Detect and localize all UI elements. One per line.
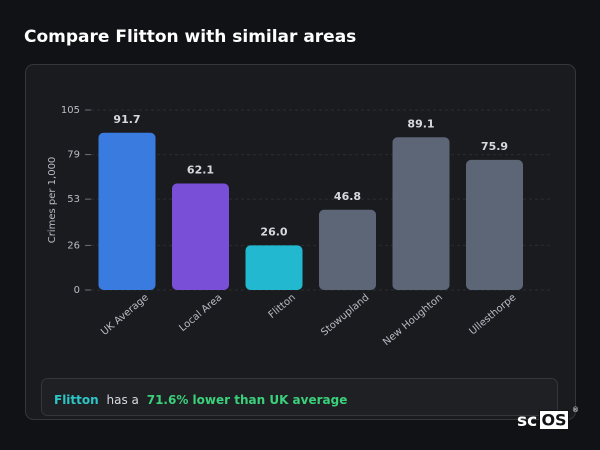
chart-title: Compare Flitton with similar areas — [24, 27, 356, 47]
bar — [172, 183, 229, 290]
value-label: 62.1 — [187, 164, 214, 177]
bar — [392, 137, 450, 290]
bar — [98, 132, 156, 290]
summary-box — [41, 378, 558, 416]
y-tick-label: 53 — [67, 194, 80, 205]
y-tick-label: 0 — [74, 285, 80, 296]
summary: Flitton has a 71.6% lower than UK averag… — [54, 393, 347, 407]
bar — [245, 245, 303, 290]
value-label: 46.8 — [334, 190, 361, 203]
bar — [466, 159, 523, 290]
y-tick-label: 79 — [67, 150, 80, 161]
y-axis-label: Crimes per 1,000 — [47, 157, 58, 244]
summary-highlight: 71.6% lower than UK average — [147, 393, 348, 407]
value-label: 91.7 — [113, 113, 140, 126]
logo-boxed: OS — [541, 411, 566, 430]
logo-prefix: sc — [517, 411, 537, 431]
logo-box — [539, 410, 569, 430]
value-label: 89.1 — [407, 117, 434, 130]
summary-area: Flitton — [54, 393, 99, 407]
summary-text: has a — [107, 393, 139, 407]
y-tick-label: 26 — [67, 240, 80, 251]
value-label: 75.9 — [481, 140, 508, 153]
bar — [319, 209, 376, 290]
y-tick-label: 105 — [61, 105, 80, 116]
logo-mark: ® — [572, 406, 579, 414]
value-label: 26.0 — [260, 225, 287, 238]
